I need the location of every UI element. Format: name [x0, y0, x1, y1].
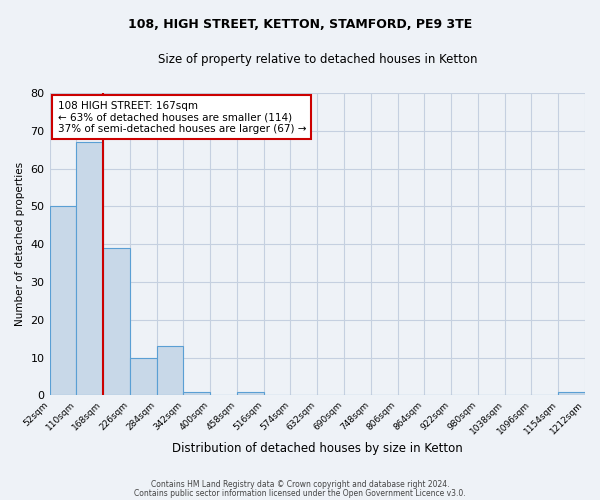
- Text: 108, HIGH STREET, KETTON, STAMFORD, PE9 3TE: 108, HIGH STREET, KETTON, STAMFORD, PE9 …: [128, 18, 472, 30]
- Bar: [103, 248, 130, 396]
- Bar: [157, 346, 184, 396]
- Text: Contains HM Land Registry data © Crown copyright and database right 2024.: Contains HM Land Registry data © Crown c…: [151, 480, 449, 489]
- Y-axis label: Number of detached properties: Number of detached properties: [15, 162, 25, 326]
- X-axis label: Distribution of detached houses by size in Ketton: Distribution of detached houses by size …: [172, 442, 463, 455]
- Bar: [130, 358, 157, 396]
- Bar: [76, 142, 103, 396]
- Title: Size of property relative to detached houses in Ketton: Size of property relative to detached ho…: [158, 52, 477, 66]
- Bar: [558, 392, 585, 396]
- Bar: [184, 392, 210, 396]
- Text: Contains public sector information licensed under the Open Government Licence v3: Contains public sector information licen…: [134, 489, 466, 498]
- Bar: [237, 392, 264, 396]
- Bar: [50, 206, 76, 396]
- Text: 108 HIGH STREET: 167sqm
← 63% of detached houses are smaller (114)
37% of semi-d: 108 HIGH STREET: 167sqm ← 63% of detache…: [58, 100, 306, 134]
